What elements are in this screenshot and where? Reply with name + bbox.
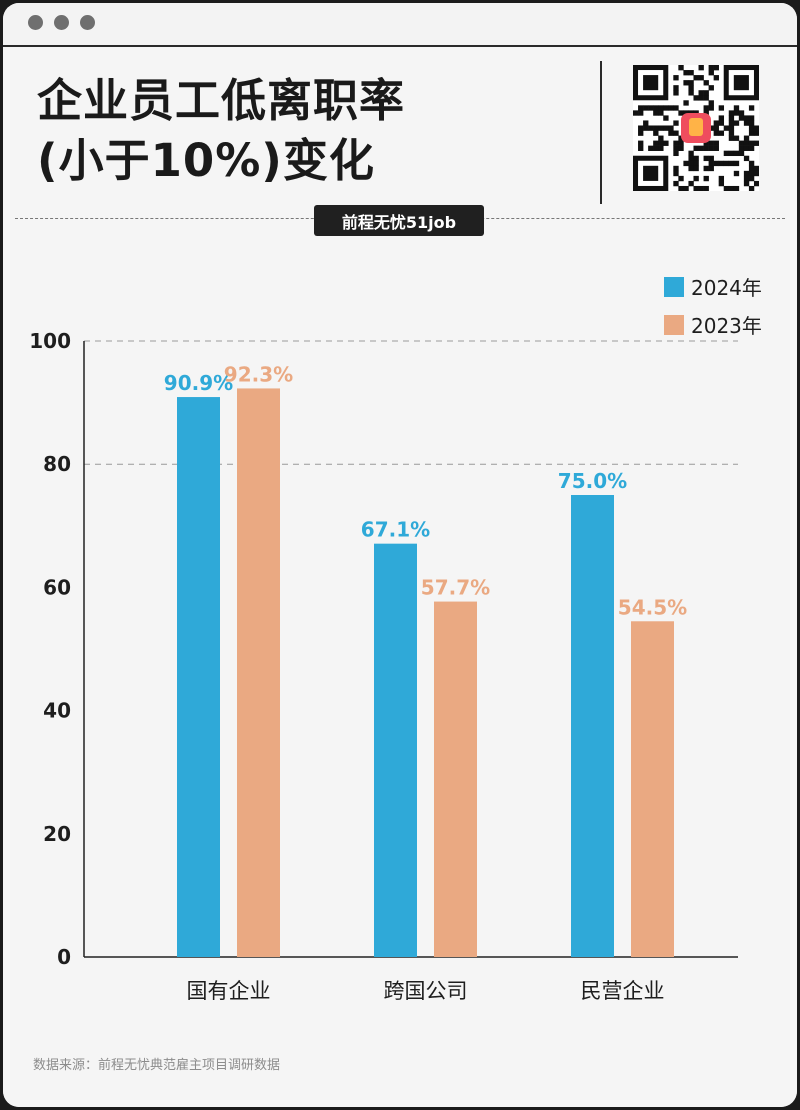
y-tick-label: 100 xyxy=(29,329,71,353)
legend-swatch xyxy=(664,315,684,335)
category-label: 跨国公司 xyxy=(384,979,468,1003)
data-source-note: 数据来源：前程无忧典范雇主项目调研数据 xyxy=(33,1058,281,1073)
data-label: 54.5% xyxy=(618,595,687,619)
qr-code-icon xyxy=(633,65,759,191)
bar xyxy=(434,601,477,957)
y-tick-label: 40 xyxy=(43,699,71,723)
bar xyxy=(237,388,280,957)
bar xyxy=(374,543,417,957)
legend-swatch xyxy=(664,277,684,297)
content-area: 企业员工低离职率 (小于10%)变化 前程无忧51job 0 20 40 60 80 10… xyxy=(3,47,797,1107)
page-title: 企业员工低离职率 (小于10%)变化 xyxy=(37,71,405,191)
legend-label: 2023年 xyxy=(691,314,762,338)
window-dot-icon xyxy=(80,15,95,30)
y-tick-label: 60 xyxy=(43,575,71,599)
data-label: 57.7% xyxy=(421,576,490,600)
title-line-2: (小于10%)变化 xyxy=(37,134,375,187)
window-dot-icon xyxy=(54,15,69,30)
title-bar xyxy=(3,3,797,47)
y-tick-label: 80 xyxy=(43,452,71,476)
header-divider xyxy=(600,61,602,204)
y-tick-label: 0 xyxy=(57,945,71,969)
source-badge: 前程无忧51job xyxy=(314,205,484,236)
data-label: 75.0% xyxy=(558,469,627,493)
window-dot-icon xyxy=(28,15,43,30)
bar-chart: 0 20 40 60 80 100 90.9%92.3% 国有企业 67.1% 57.7% 跨国公司… xyxy=(29,276,762,1003)
data-label: 92.3% xyxy=(224,362,293,386)
bar xyxy=(177,397,220,957)
window-frame: 企业员工低离职率 (小于10%)变化 前程无忧51job 0 20 40 60 80 10… xyxy=(3,3,797,1107)
category-label: 国有企业 xyxy=(187,979,271,1003)
bar xyxy=(571,495,614,957)
data-label: 67.1% xyxy=(361,518,430,542)
category-label: 民营企业 xyxy=(581,979,665,1003)
legend-label: 2024年 xyxy=(691,276,762,300)
y-tick-label: 20 xyxy=(43,822,71,846)
title-line-1: 企业员工低离职率 xyxy=(37,74,406,127)
bar xyxy=(631,621,674,957)
data-label: 90.9% xyxy=(164,371,233,395)
